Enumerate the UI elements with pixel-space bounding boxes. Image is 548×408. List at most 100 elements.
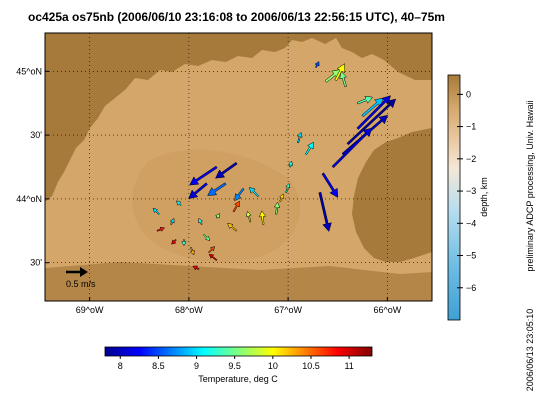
velocity-arrow-shape bbox=[192, 265, 200, 271]
velocity-arrow-shape bbox=[324, 69, 342, 83]
velocity-arrow-shape bbox=[207, 182, 227, 196]
temperature-colorbar: 8 8.5 9 9.5 10 10.5 11 Temperature, deg C bbox=[104, 346, 373, 384]
temperature-tick-label: 10 bbox=[268, 361, 278, 371]
map-frame bbox=[44, 32, 433, 302]
velocity-arrow bbox=[356, 95, 373, 105]
velocity-arrow-shape bbox=[318, 192, 332, 232]
velocity-arrow-shape bbox=[170, 218, 175, 225]
lon-tick-label: 68^oW bbox=[175, 305, 203, 315]
velocity-arrow-shape bbox=[227, 223, 238, 232]
temperature-tick-label: 9.5 bbox=[228, 361, 241, 371]
velocity-arrow-shape bbox=[156, 227, 165, 232]
velocity-arrow bbox=[171, 239, 177, 245]
velocity-arrow-shape bbox=[176, 200, 182, 206]
depth-tick-label: −6 bbox=[466, 283, 476, 293]
velocity-arrow bbox=[285, 183, 291, 193]
scale-arrow-label: 0.5 m/s bbox=[66, 279, 96, 289]
velocity-arrow bbox=[314, 61, 320, 68]
velocity-arrow bbox=[321, 172, 339, 198]
scale-arrow: 0.5 m/s bbox=[66, 267, 96, 289]
velocity-arrow bbox=[324, 69, 342, 83]
timestamp-note: 2006/06/13 23:05:10 bbox=[525, 309, 535, 392]
velocity-arrow bbox=[208, 253, 218, 261]
velocity-arrow-shape bbox=[259, 210, 266, 225]
depth-tick-label: −2 bbox=[466, 154, 476, 164]
velocity-arrow-shape bbox=[331, 127, 373, 169]
velocity-arrow-shape bbox=[297, 132, 303, 144]
velocity-arrow bbox=[189, 165, 218, 186]
velocity-arrow-shape bbox=[171, 239, 177, 245]
velocity-arrow-shape bbox=[339, 71, 347, 88]
velocity-arrow bbox=[356, 95, 391, 130]
velocity-arrow bbox=[361, 97, 384, 118]
velocity-arrow-shape bbox=[346, 98, 396, 146]
velocity-arrow-shape bbox=[190, 246, 195, 256]
temperature-tick-label: 9 bbox=[194, 361, 199, 371]
map-area bbox=[45, 33, 432, 301]
velocity-arrow bbox=[176, 200, 182, 206]
lon-tick-label: 66^oW bbox=[373, 305, 401, 315]
velocity-arrow bbox=[232, 200, 240, 213]
velocity-arrow bbox=[259, 210, 266, 225]
velocity-arrow-shape bbox=[234, 187, 245, 201]
depth-tick-label: −4 bbox=[466, 218, 476, 228]
depth-colorbar: 0 −1 −2 −3 −4 −5 −6 depth, km bbox=[447, 74, 489, 321]
depth-tick-label: −5 bbox=[466, 251, 476, 261]
velocity-arrow-shape bbox=[181, 239, 187, 246]
velocity-arrow-shape bbox=[274, 201, 281, 215]
velocity-arrow bbox=[152, 207, 160, 215]
velocity-arrow bbox=[192, 265, 200, 271]
velocity-arrow-shape bbox=[188, 182, 208, 199]
velocity-arrow-shape bbox=[208, 246, 215, 254]
velocity-arrow bbox=[215, 162, 238, 179]
velocity-arrow-shape bbox=[215, 162, 238, 179]
lat-tick-label: 44^oN bbox=[16, 194, 42, 204]
temperature-colorbar-label: Temperature, deg C bbox=[198, 374, 278, 384]
processing-note: preliminary ADCP processing, Univ. Hawai… bbox=[525, 100, 535, 271]
velocity-arrow-shape bbox=[361, 97, 384, 118]
velocity-arrow-shape bbox=[232, 200, 240, 213]
velocity-arrow bbox=[279, 193, 284, 202]
velocity-arrow bbox=[215, 213, 220, 219]
lon-tick-label: 67^oW bbox=[274, 305, 302, 315]
lat-tick-label: 30' bbox=[30, 130, 42, 140]
velocity-arrow-shape bbox=[314, 61, 320, 68]
velocity-arrow bbox=[339, 71, 347, 88]
lat-tick-label: 30' bbox=[30, 258, 42, 268]
depth-colorbar-ticks: 0 −1 −2 −3 −4 −5 −6 bbox=[457, 89, 476, 293]
scale-arrow-head bbox=[80, 267, 88, 277]
velocity-arrow bbox=[181, 239, 187, 246]
depth-tick-label: −3 bbox=[466, 186, 476, 196]
velocity-arrow-shape bbox=[249, 187, 260, 198]
velocity-arrow bbox=[208, 246, 215, 254]
velocity-arrow bbox=[234, 187, 245, 201]
velocity-arrow bbox=[288, 160, 294, 168]
temperature-colorbar-ticks: 8 8.5 9 9.5 10 10.5 11 bbox=[118, 356, 354, 371]
velocity-arrow bbox=[170, 218, 175, 225]
depth-tick-label: −1 bbox=[466, 122, 476, 132]
depth-colorbar-fill bbox=[447, 74, 461, 321]
velocity-arrow-shape bbox=[305, 141, 314, 155]
velocity-arrow bbox=[245, 211, 252, 223]
velocity-arrow bbox=[305, 141, 314, 155]
deep-basin bbox=[132, 149, 301, 263]
velocity-arrow-shape bbox=[356, 95, 373, 105]
velocity-arrow bbox=[156, 227, 165, 232]
velocity-arrow bbox=[318, 192, 332, 232]
velocity-arrow-shape bbox=[208, 253, 218, 261]
depth-colorbar-label: depth, km bbox=[479, 177, 489, 217]
velocity-arrow bbox=[198, 218, 203, 225]
velocity-arrow-shape bbox=[285, 183, 291, 193]
temperature-tick-label: 10.5 bbox=[302, 361, 320, 371]
velocity-arrow bbox=[227, 223, 238, 232]
velocity-arrow-shape bbox=[189, 165, 218, 186]
temperature-tick-label: 11 bbox=[344, 361, 353, 371]
velocity-arrow-shape bbox=[203, 233, 211, 241]
velocity-arrow bbox=[274, 201, 281, 215]
depth-tick-label: 0 bbox=[466, 89, 471, 99]
nova-scotia-land bbox=[45, 33, 432, 202]
temperature-colorbar-fill bbox=[104, 346, 373, 357]
velocity-arrow-shape bbox=[279, 193, 284, 202]
velocity-arrow bbox=[297, 132, 303, 144]
